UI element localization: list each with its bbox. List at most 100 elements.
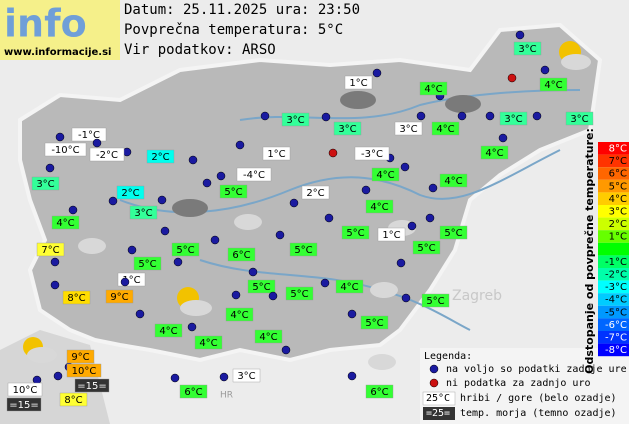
temperature-label: 10°C xyxy=(72,366,97,377)
station-dot xyxy=(425,213,435,223)
scale-label: 7°C xyxy=(609,156,627,167)
cloud-icon xyxy=(445,95,481,113)
temperature-box xyxy=(439,225,468,240)
temperature-label: 4°C xyxy=(230,310,248,321)
temperature-box xyxy=(116,185,145,200)
scale-step xyxy=(598,230,629,243)
temperature-label: -10°C xyxy=(51,145,79,156)
station-dot xyxy=(92,138,102,148)
scale-step xyxy=(598,242,629,256)
station-dot xyxy=(160,226,170,236)
temperature-box xyxy=(129,205,158,220)
temperature-box xyxy=(219,184,248,199)
scale-label: -5°C xyxy=(605,307,627,318)
temperature-label: 6°C xyxy=(184,387,202,398)
legend-sample-text: 25°C xyxy=(426,393,450,404)
temperature-label: 9°C xyxy=(110,292,128,303)
cloud-icon xyxy=(180,300,212,316)
temperature-label: 3°C xyxy=(399,124,417,135)
cloud-icon xyxy=(172,199,208,217)
cloud-icon xyxy=(27,347,57,363)
temperature-label: 3°C xyxy=(286,115,304,126)
temperature-label: =15= xyxy=(77,381,106,392)
temperature-box xyxy=(146,149,175,164)
scale-label: 3°C xyxy=(609,207,627,218)
temperature-label: 5°C xyxy=(138,259,156,270)
temperature-label: 4°C xyxy=(56,218,74,229)
logo: info xyxy=(4,2,87,46)
scale-label: 2°C xyxy=(609,219,627,230)
station-dot xyxy=(231,290,241,300)
temperature-label: 4°C xyxy=(424,84,442,95)
legend-text: temp. morja (temno ozadje) xyxy=(460,408,617,419)
scale: 8°C7°C 6°C5°C 4°C 3°C2°C 1°C -1°C -2°C-3°C -4°C… xyxy=(598,142,629,357)
station-dot xyxy=(281,345,291,355)
weather-icons xyxy=(23,41,591,370)
station-dot xyxy=(170,373,180,383)
temperature-box xyxy=(133,256,162,271)
temperature-box xyxy=(412,240,441,255)
temperature-label: 4°C xyxy=(544,80,562,91)
station-dot xyxy=(416,111,426,121)
legend-text: na voljo so podatki zadnje ure xyxy=(446,364,627,375)
station-dot xyxy=(202,178,212,188)
temperature-label: 3°C xyxy=(504,114,522,125)
cloud-icon xyxy=(234,214,262,230)
temperature-box xyxy=(51,215,80,230)
station-dot xyxy=(361,185,371,195)
station-dot xyxy=(127,245,137,255)
temperature-label: 4°C xyxy=(340,282,358,293)
temperature-box xyxy=(236,167,272,182)
station-dot xyxy=(457,111,467,121)
temperature-box xyxy=(36,242,65,257)
temperature-label: 4°C xyxy=(159,326,177,337)
scale-step xyxy=(598,305,629,319)
scale-label: 5°C xyxy=(609,181,627,192)
temperature-label: 2°C xyxy=(306,188,324,199)
scale-label: 4°C xyxy=(609,194,627,205)
temperature-box xyxy=(171,242,200,257)
station-dot xyxy=(498,133,508,143)
station-dot xyxy=(210,235,220,245)
station-dot xyxy=(216,171,226,181)
temperature-label: 5°C xyxy=(290,289,308,300)
date-text: Datum: 25.11.2025 ura: 23:50 xyxy=(124,2,360,18)
temperature-box xyxy=(281,112,310,127)
temperature-box xyxy=(539,77,568,92)
temperature-label: 10°C xyxy=(13,385,38,396)
station-dot xyxy=(372,68,382,78)
scale-step xyxy=(598,280,629,294)
temperature-label: 5°C xyxy=(417,243,435,254)
legend-sample-text: =25= xyxy=(426,408,450,419)
temperature-label: 1°C xyxy=(349,78,367,89)
temperature-label: 1°C xyxy=(122,275,140,286)
temperature-label: 5°C xyxy=(365,318,383,329)
station-dot xyxy=(120,277,130,287)
temperature-label: 1°C xyxy=(382,230,400,241)
station-dot xyxy=(68,205,78,215)
temperature-label: -4°C xyxy=(243,170,265,181)
no-data-dot xyxy=(328,148,338,158)
cloud-icon xyxy=(78,238,106,254)
station-dot xyxy=(50,280,60,290)
temperature-label: 5°C xyxy=(294,245,312,256)
temperature-box xyxy=(74,378,110,393)
scale-label: -6°C xyxy=(605,320,627,331)
cloud-icon xyxy=(368,354,396,370)
temperature-box xyxy=(333,121,362,136)
temperature-box xyxy=(7,382,43,397)
station-dot xyxy=(45,163,55,173)
station-dot xyxy=(540,65,550,75)
temperature-box xyxy=(354,146,390,161)
temperature-label: 4°C xyxy=(376,170,394,181)
stations: 3°C 4°C 1°C 4°C 3°C 3°C 3°C 4°C 3°C 3°C -1°C -10°C -… xyxy=(6,30,594,412)
temperature-box xyxy=(105,289,134,304)
station-dot xyxy=(401,293,411,303)
temperature-box xyxy=(6,397,42,412)
station-dot xyxy=(268,291,278,301)
temperature-box xyxy=(335,279,364,294)
temperature-box xyxy=(439,173,468,188)
temperature-box xyxy=(419,81,448,96)
temperature-box xyxy=(371,167,400,182)
legend-sample xyxy=(422,391,456,406)
